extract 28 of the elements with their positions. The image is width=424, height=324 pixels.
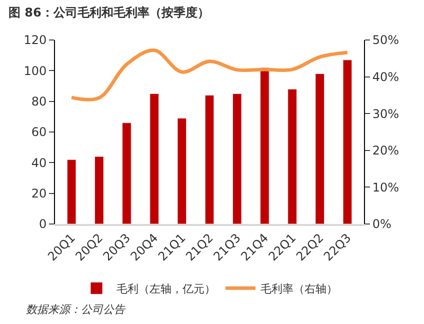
- bar: [204, 94, 214, 224]
- y-tick-label: 20: [31, 186, 47, 201]
- y2-tick-label: 50%: [372, 33, 400, 48]
- bar: [288, 88, 297, 224]
- bar: [342, 60, 352, 224]
- bar: [94, 156, 104, 224]
- y-tick-label: 100: [24, 64, 47, 78]
- y-tick-label: 120: [24, 33, 47, 48]
- bar: [260, 67, 270, 224]
- y-tick-label: 0: [38, 217, 47, 232]
- legend-label: 毛利率（右轴）: [260, 282, 338, 296]
- legend-label: 毛利（左轴，亿元）: [116, 282, 216, 296]
- y2-tick-label: 20%: [372, 144, 400, 158]
- bar: [315, 73, 325, 224]
- bar: [177, 118, 187, 224]
- y2-tick-label: 10%: [372, 180, 400, 194]
- y2-tick-label: 40%: [372, 70, 400, 84]
- chart-title: 图 86：公司毛利和毛利率（按季度）: [8, 6, 210, 20]
- y-tick-label: 80: [31, 94, 47, 109]
- bar: [232, 93, 242, 224]
- y2-tick-label: 0%: [372, 217, 392, 232]
- bar: [150, 93, 159, 224]
- source-note: 数据来源：公司公告: [26, 303, 126, 316]
- bar: [122, 122, 132, 224]
- y2-tick-label: 30%: [372, 106, 400, 121]
- bar: [66, 159, 76, 224]
- y-tick-label: 60: [31, 125, 47, 140]
- y-tick-label: 40: [31, 156, 47, 170]
